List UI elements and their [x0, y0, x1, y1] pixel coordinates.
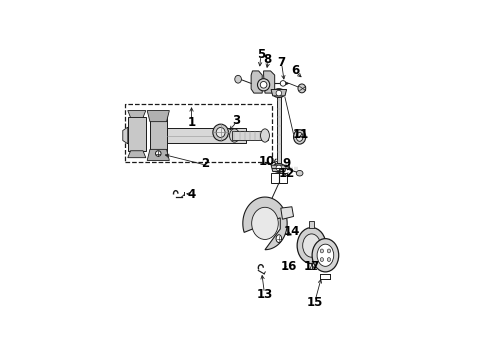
Ellipse shape	[213, 124, 228, 141]
Polygon shape	[285, 82, 289, 85]
Ellipse shape	[298, 84, 306, 93]
Ellipse shape	[303, 234, 320, 257]
Ellipse shape	[258, 79, 270, 91]
Text: 2: 2	[201, 157, 209, 170]
Polygon shape	[251, 71, 262, 93]
Ellipse shape	[297, 228, 326, 264]
Ellipse shape	[320, 258, 323, 261]
Text: 14: 14	[284, 225, 300, 238]
Polygon shape	[150, 113, 167, 155]
Ellipse shape	[273, 89, 285, 98]
Text: 9: 9	[282, 157, 291, 170]
Ellipse shape	[294, 130, 306, 144]
Ellipse shape	[260, 81, 267, 88]
Bar	[277, 94, 281, 167]
Polygon shape	[147, 111, 170, 122]
Ellipse shape	[261, 129, 270, 142]
Text: 3: 3	[232, 114, 240, 127]
Ellipse shape	[296, 132, 303, 141]
Text: 10: 10	[258, 154, 274, 167]
Polygon shape	[128, 117, 146, 151]
Ellipse shape	[216, 127, 225, 138]
Ellipse shape	[252, 207, 278, 239]
Bar	[309, 221, 314, 228]
Ellipse shape	[317, 244, 334, 266]
Polygon shape	[264, 71, 275, 93]
Polygon shape	[128, 151, 146, 158]
Ellipse shape	[320, 249, 323, 253]
Text: 16: 16	[280, 260, 297, 273]
Ellipse shape	[276, 165, 282, 171]
Text: 1: 1	[188, 116, 196, 129]
Bar	[125, 104, 272, 162]
Text: 4: 4	[187, 188, 196, 201]
Ellipse shape	[276, 235, 282, 243]
Polygon shape	[281, 207, 294, 219]
Ellipse shape	[273, 163, 285, 172]
Polygon shape	[271, 165, 287, 172]
Ellipse shape	[312, 239, 339, 272]
Bar	[232, 131, 268, 140]
Polygon shape	[147, 149, 170, 161]
Polygon shape	[243, 197, 287, 250]
Ellipse shape	[327, 258, 331, 261]
Text: 5: 5	[257, 48, 265, 61]
Text: 7: 7	[277, 56, 285, 69]
Text: 15: 15	[307, 296, 323, 309]
Text: 8: 8	[264, 53, 272, 66]
Polygon shape	[271, 90, 287, 96]
Ellipse shape	[155, 151, 161, 156]
Ellipse shape	[280, 81, 286, 86]
Bar	[167, 128, 245, 143]
Ellipse shape	[327, 249, 331, 253]
Ellipse shape	[235, 75, 242, 83]
Text: 13: 13	[256, 288, 272, 301]
Polygon shape	[123, 127, 128, 144]
Text: 11: 11	[293, 128, 309, 141]
Text: 6: 6	[292, 64, 299, 77]
Bar	[271, 173, 287, 183]
Polygon shape	[128, 111, 146, 117]
Ellipse shape	[296, 170, 303, 176]
Text: 17: 17	[304, 260, 320, 273]
Ellipse shape	[229, 129, 240, 142]
Text: 12: 12	[278, 167, 294, 180]
Ellipse shape	[276, 90, 282, 96]
